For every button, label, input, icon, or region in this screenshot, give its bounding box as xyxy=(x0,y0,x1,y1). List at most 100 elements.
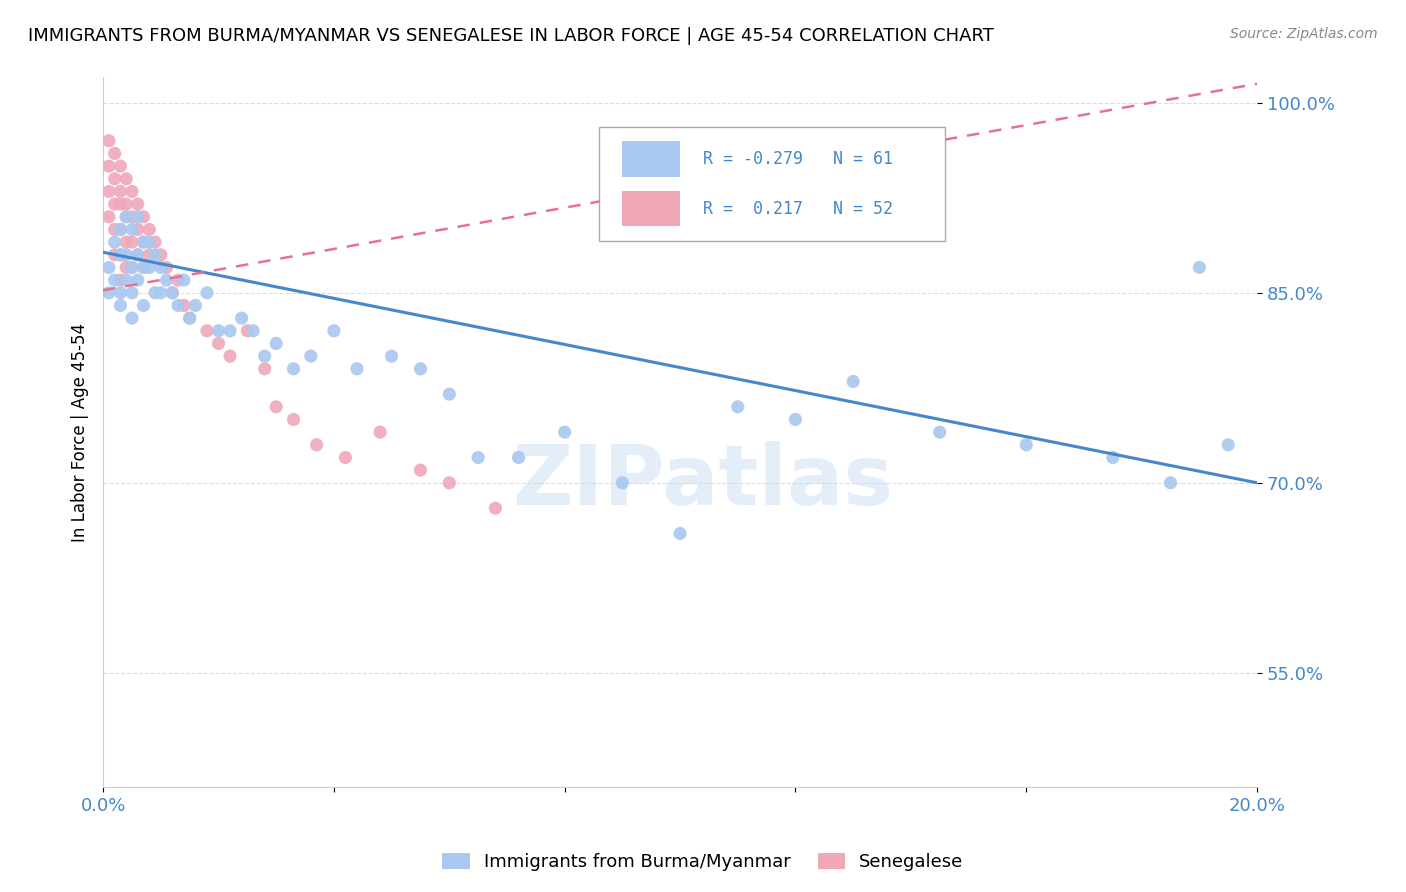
Point xyxy=(110,222,132,236)
Point xyxy=(1015,438,1038,452)
Point xyxy=(132,260,155,275)
Point xyxy=(132,235,155,249)
Point xyxy=(132,260,155,275)
Point xyxy=(138,222,160,236)
Point xyxy=(264,336,287,351)
Point xyxy=(127,248,149,262)
Point xyxy=(409,361,432,376)
Point xyxy=(132,298,155,312)
Point xyxy=(305,438,328,452)
Point xyxy=(381,349,404,363)
Point xyxy=(121,222,143,236)
Point xyxy=(127,210,149,224)
Point xyxy=(110,285,132,300)
Legend: Immigrants from Burma/Myanmar, Senegalese: Immigrants from Burma/Myanmar, Senegales… xyxy=(436,846,970,879)
Point xyxy=(207,336,229,351)
Point xyxy=(127,248,149,262)
Point xyxy=(167,298,190,312)
Point xyxy=(110,159,132,173)
Point xyxy=(1159,475,1181,490)
Point xyxy=(508,450,530,465)
Point xyxy=(231,311,253,326)
Point xyxy=(669,526,692,541)
Point xyxy=(242,324,264,338)
Point xyxy=(612,475,634,490)
Point xyxy=(104,197,127,211)
Point xyxy=(121,311,143,326)
Point xyxy=(127,222,149,236)
Point xyxy=(97,185,120,199)
Point xyxy=(322,324,344,338)
Point xyxy=(110,298,132,312)
Point xyxy=(110,197,132,211)
FancyBboxPatch shape xyxy=(599,127,945,241)
Point xyxy=(97,210,120,224)
Point xyxy=(104,171,127,186)
Point xyxy=(1101,450,1123,465)
Point xyxy=(253,361,276,376)
Point xyxy=(253,349,276,363)
Point xyxy=(554,425,576,439)
Text: Source: ZipAtlas.com: Source: ZipAtlas.com xyxy=(1230,27,1378,41)
Text: IMMIGRANTS FROM BURMA/MYANMAR VS SENEGALESE IN LABOR FORCE | AGE 45-54 CORRELATI: IMMIGRANTS FROM BURMA/MYANMAR VS SENEGAL… xyxy=(28,27,994,45)
Point xyxy=(143,248,166,262)
Text: ZIPatlas: ZIPatlas xyxy=(513,442,894,523)
Point xyxy=(346,361,368,376)
Point xyxy=(195,285,218,300)
Bar xyxy=(623,141,681,177)
Point xyxy=(162,285,184,300)
Point xyxy=(121,260,143,275)
Point xyxy=(115,210,138,224)
Point xyxy=(110,248,132,262)
Point xyxy=(785,412,807,426)
Point xyxy=(138,248,160,262)
Point xyxy=(132,235,155,249)
Text: R = -0.279   N = 61: R = -0.279 N = 61 xyxy=(703,150,893,168)
Point xyxy=(104,273,127,287)
Point xyxy=(110,185,132,199)
Point xyxy=(149,248,172,262)
Point xyxy=(207,324,229,338)
Point xyxy=(167,273,190,287)
Point xyxy=(115,171,138,186)
Point xyxy=(127,273,149,287)
Point xyxy=(121,185,143,199)
Point xyxy=(143,285,166,300)
Point xyxy=(110,273,132,287)
Point xyxy=(335,450,357,465)
Y-axis label: In Labor Force | Age 45-54: In Labor Force | Age 45-54 xyxy=(72,323,89,541)
Point xyxy=(439,387,461,401)
Point xyxy=(283,361,305,376)
Point xyxy=(173,273,195,287)
Point xyxy=(97,285,120,300)
Point xyxy=(155,260,177,275)
Point xyxy=(484,501,506,516)
Point xyxy=(149,260,172,275)
Point xyxy=(283,412,305,426)
Point xyxy=(97,260,120,275)
Point xyxy=(195,324,218,338)
Point xyxy=(409,463,432,477)
Point xyxy=(97,159,120,173)
Point xyxy=(132,210,155,224)
Point xyxy=(928,425,950,439)
Point xyxy=(121,210,143,224)
Point xyxy=(121,260,143,275)
Point xyxy=(138,260,160,275)
Point xyxy=(104,248,127,262)
Point xyxy=(1188,260,1211,275)
Point xyxy=(264,400,287,414)
Point xyxy=(115,248,138,262)
Point xyxy=(179,311,201,326)
Point xyxy=(184,298,207,312)
Point xyxy=(173,298,195,312)
Point xyxy=(138,235,160,249)
Point xyxy=(115,260,138,275)
Point xyxy=(162,285,184,300)
Point xyxy=(110,248,132,262)
Point xyxy=(143,235,166,249)
Point xyxy=(236,324,259,338)
Point xyxy=(439,475,461,490)
Point xyxy=(115,235,138,249)
Point xyxy=(219,349,242,363)
